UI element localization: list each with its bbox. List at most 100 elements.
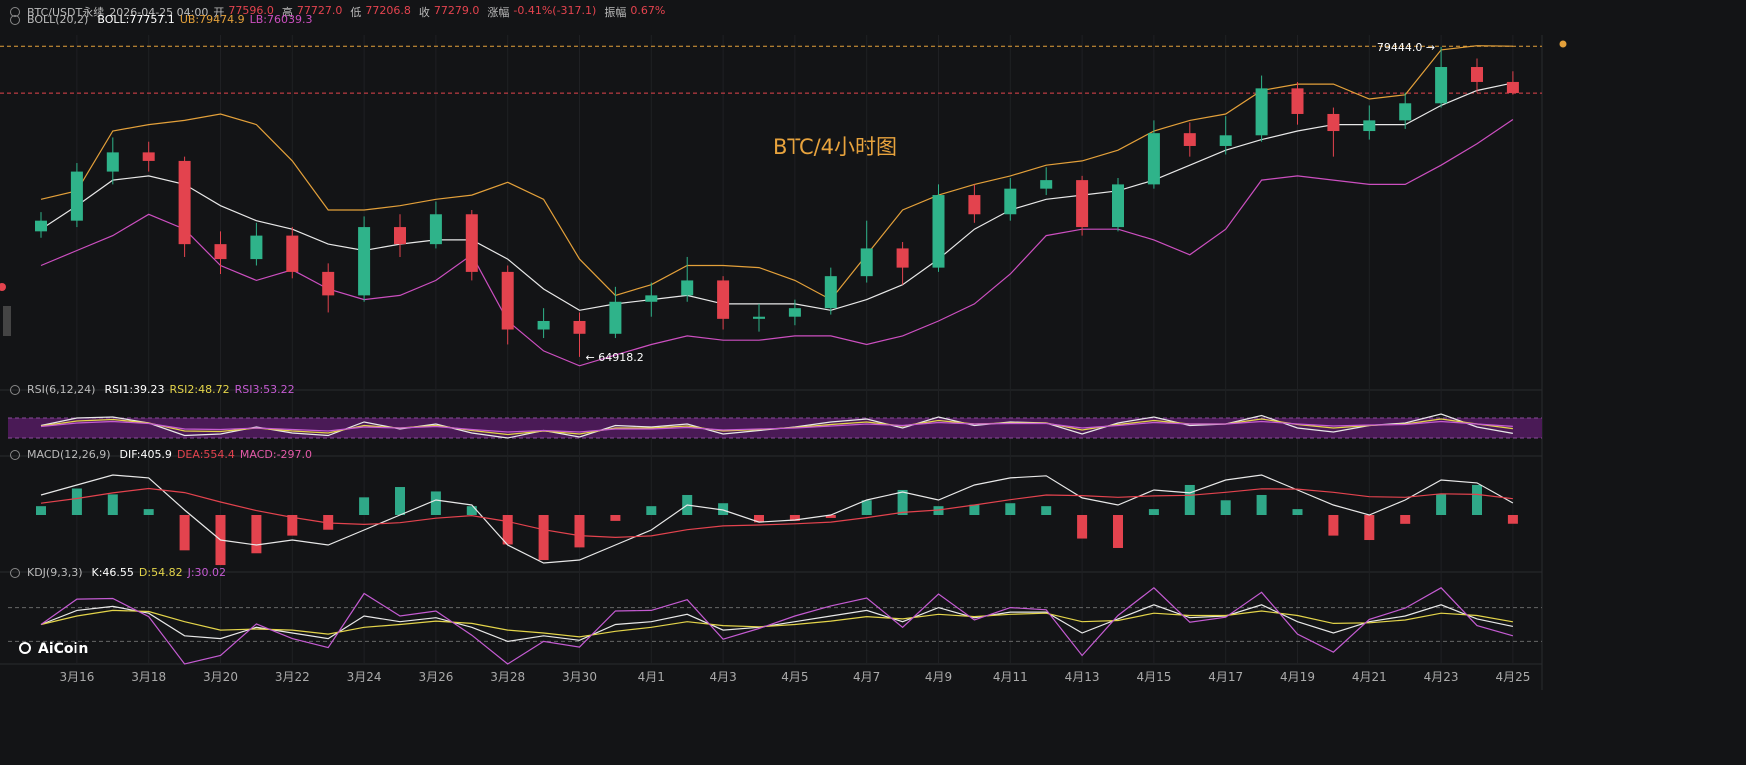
macd-bar — [1184, 484, 1195, 515]
indicator-name: BOLL(20,2) — [27, 13, 89, 26]
macd-bar — [143, 509, 154, 515]
macd-bar — [179, 515, 190, 551]
candle-body — [1399, 103, 1412, 121]
macd-bar — [502, 515, 513, 545]
macd-bar — [1256, 494, 1267, 515]
macd-bar — [466, 506, 477, 515]
macd-bar — [1436, 494, 1447, 515]
candle-body — [717, 280, 730, 319]
price-marker — [0, 283, 6, 291]
x-tick-label: 3月26 — [418, 670, 453, 684]
candle-body — [142, 152, 155, 161]
legend-entry: J:30.02 — [187, 566, 227, 579]
indicator-name: MACD(12,26,9) — [27, 448, 111, 461]
indicator-legend: KDJ(9,3,3) K:46.55 D:54.82 J:30.02 — [0, 566, 226, 579]
x-tick-label: 4月19 — [1280, 670, 1315, 684]
candle-body — [214, 244, 227, 260]
candle-body — [394, 227, 406, 245]
x-tick-label: 3月30 — [562, 670, 597, 684]
indicator-line — [40, 487, 1513, 539]
legend-entry: MACD:-297.0 — [239, 448, 313, 461]
symbol: BTC/USDT永续 — [27, 6, 105, 19]
macd-bar — [574, 515, 585, 548]
x-tick-label: 4月9 — [925, 670, 952, 684]
candle-body — [35, 220, 47, 232]
macd-bar — [646, 506, 657, 515]
indicator-legend: MACD(12,26,9) DIF:405.9 DEA:554.4 MACD:-297… — [0, 448, 312, 461]
macd-bar — [861, 500, 872, 515]
candle-body — [286, 235, 299, 272]
legend-entry: DEA:554.4 — [176, 448, 235, 461]
field-value: 77279.0 — [433, 4, 480, 17]
watermark: BTC/4小时图 — [773, 135, 897, 159]
macd-bar — [1292, 509, 1303, 515]
macd-bar — [395, 487, 405, 515]
field-value: 77727.0 — [296, 4, 343, 17]
candle-body — [1112, 184, 1124, 228]
x-tick-label: 3月18 — [131, 670, 166, 684]
legend-entry: DIF:405.9 — [119, 448, 172, 461]
x-tick-label: 4月17 — [1208, 670, 1243, 684]
candle-body — [932, 195, 945, 268]
candle-body — [358, 227, 371, 296]
candle-body — [1327, 113, 1340, 132]
x-tick-label: 4月11 — [993, 670, 1028, 684]
legend-entry: RSI2:48.72 — [169, 383, 230, 396]
candle-body — [322, 271, 335, 296]
candle-body — [1147, 133, 1160, 185]
legend-entry: K:46.55 — [91, 566, 134, 579]
candle-body — [429, 214, 442, 245]
min-annotation: ← 64918.2 — [586, 351, 644, 364]
field-value: 0.67% — [630, 4, 666, 17]
indicator-line — [40, 420, 1513, 433]
x-tick-label: 4月13 — [1065, 670, 1100, 684]
legend-entry: BOLL:77757.1 — [97, 13, 175, 26]
field-label: 收 — [418, 6, 430, 19]
x-tick-label: 4月1 — [638, 670, 665, 684]
candle-body — [1435, 67, 1448, 104]
macd-bar — [1400, 515, 1411, 524]
max-annotation: 79444.0 → — [1377, 41, 1435, 54]
macd-bar — [610, 515, 621, 521]
macd-bar — [287, 515, 298, 536]
field-value: -0.41%(-317.1) — [513, 4, 597, 17]
indicator-legend: RSI(6,12,24) RSI1:39.23 RSI2:48.72 RSI3:53.… — [0, 383, 295, 396]
macd-bar — [36, 506, 46, 515]
side-tab — [3, 306, 11, 336]
candle-body — [537, 320, 550, 330]
macd-bar — [718, 503, 729, 515]
logo: AiCoin — [19, 641, 88, 657]
header: BTC/USDT永续 2026-04-25 04:00 开 77596.0 高 777… — [0, 4, 669, 20]
field-value: 77596.0 — [228, 4, 274, 17]
candle-body — [753, 316, 765, 319]
macd-bar — [825, 515, 836, 518]
macd-bar — [897, 489, 908, 515]
candle-body — [896, 248, 909, 268]
x-tick-label: 4月23 — [1424, 670, 1459, 684]
legend-entry: UB:79474.9 — [179, 13, 245, 26]
legend-entry: LB:76039.3 — [249, 13, 313, 26]
x-tick-label: 3月20 — [203, 670, 238, 684]
indicator-line — [40, 474, 1514, 564]
level-dot — [1559, 40, 1567, 48]
x-tick-label: 3月24 — [347, 670, 382, 684]
macd-bar — [1507, 515, 1518, 524]
indicator-name: RSI(6,12,24) — [27, 383, 96, 396]
candle-body — [824, 276, 837, 309]
logo-icon — [19, 642, 31, 654]
field-label: 涨幅 — [487, 6, 510, 19]
indicator-line — [40, 604, 1514, 643]
candle-body — [1471, 67, 1483, 82]
x-tick-label: 4月25 — [1495, 670, 1530, 684]
candle-body — [573, 320, 586, 334]
macd-bar — [754, 515, 764, 523]
ohlc-fields: 开 77596.0 高 77727.0 低 77206.8 收 77279.0 涨幅 -0.41%… — [213, 4, 669, 20]
candle-body — [1040, 180, 1053, 189]
x-tick-label: 4月7 — [853, 670, 880, 684]
indicator-line — [40, 609, 1514, 638]
candle-body — [178, 160, 191, 245]
x-tick-label: 4月5 — [781, 670, 808, 684]
indicator-name: KDJ(9,3,3) — [27, 566, 83, 579]
field-label: 低 — [350, 6, 362, 19]
field-label: 高 — [281, 6, 293, 19]
